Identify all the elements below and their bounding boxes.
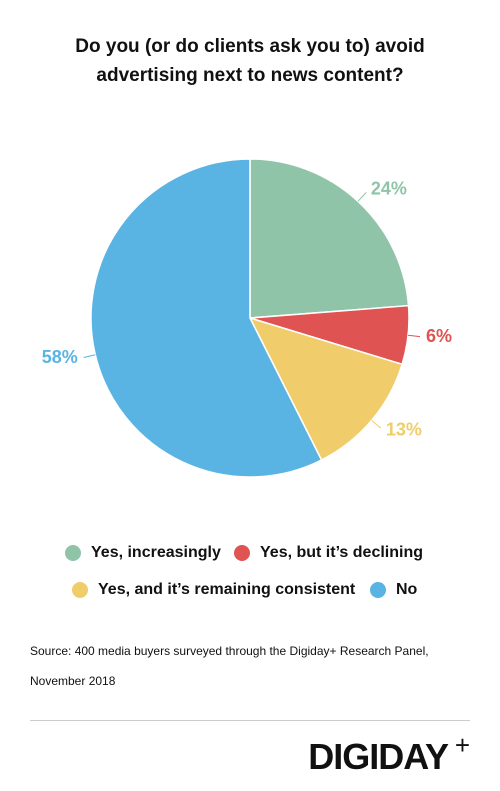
logo: DIGIDAY bbox=[308, 736, 449, 777]
leader-line bbox=[408, 334, 421, 338]
leader-line bbox=[83, 354, 96, 359]
chart: 24% 6% 13% 58% Yes, increasingly Yes, but it’… bbox=[42, 158, 452, 598]
legend-swatch bbox=[72, 582, 88, 598]
chart-title: Do you (or do clients ask you to) avoid … bbox=[75, 36, 425, 86]
pie-slice bbox=[249, 158, 410, 319]
legend-swatch bbox=[234, 545, 250, 561]
divider bbox=[30, 720, 470, 721]
leader-line bbox=[357, 192, 367, 202]
legend-label: Yes, increasingly bbox=[91, 544, 221, 561]
value-label: 24% bbox=[371, 178, 407, 198]
legend-label: Yes, and it’s remaining consistent bbox=[98, 581, 356, 598]
leader-line bbox=[371, 420, 382, 429]
value-label: 6% bbox=[426, 326, 452, 346]
value-label: 13% bbox=[386, 419, 422, 439]
source-note: Source: 400 media buyers surveyed throug… bbox=[30, 644, 429, 688]
legend-swatch bbox=[65, 545, 81, 561]
value-label: 58% bbox=[42, 347, 78, 367]
legend-swatch bbox=[370, 582, 386, 598]
legend-label: No bbox=[396, 581, 418, 598]
legend-label: Yes, but it’s declining bbox=[260, 544, 423, 561]
pie-slice bbox=[90, 158, 323, 478]
logo-mark: + bbox=[454, 730, 470, 760]
pie-slice bbox=[248, 316, 404, 462]
